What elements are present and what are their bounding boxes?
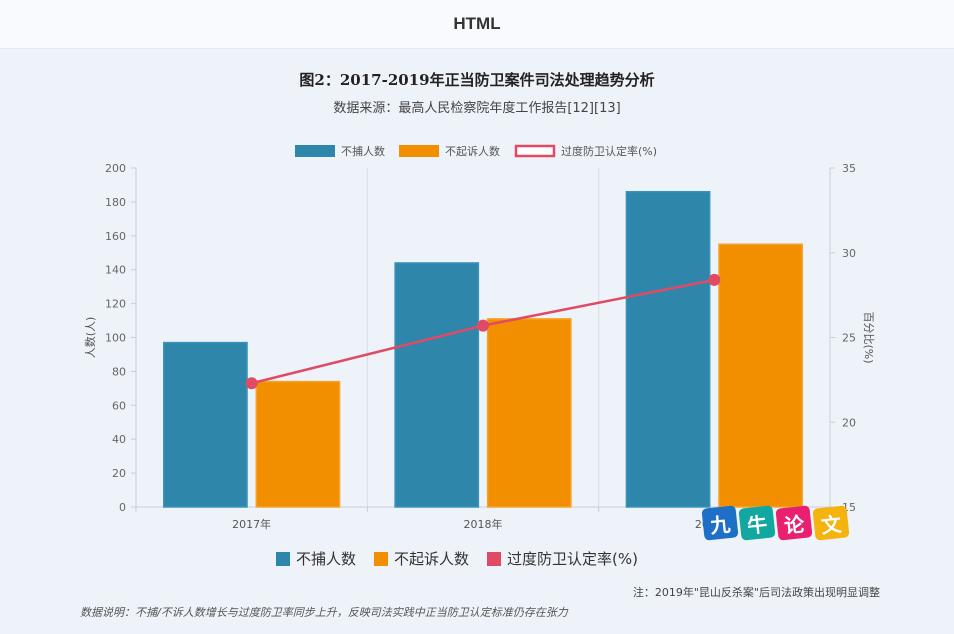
bottom-legend-label: 过度防卫认定率(%) [507,550,638,568]
bottom-legend-swatch [374,551,389,566]
x-tick-label: 2018年 [464,517,503,531]
y-right-tick-label: 30 [842,247,856,260]
y-tick-label: 100 [105,332,126,345]
legend-swatch [514,144,556,158]
y-right-axis-title: 百分比(%) [862,311,875,363]
bottom-legend-label: 不捕人数 [296,550,357,568]
bottom-legend-swatch [487,551,502,566]
watermark-char: 九 [701,505,739,541]
watermark-char: 牛 [738,505,776,541]
bar-refuse-arrest [625,190,711,508]
line-point [477,319,489,332]
bottom-legend-label: 不起诉人数 [394,550,470,568]
y-right-tick-label: 20 [842,416,856,429]
bottom-legend: 不捕人数 不起诉人数 过度防卫认定率(%) [276,548,638,569]
chart: 图2：2017-2019年正当防卫案件司法处理趋势分析数据来源：最高人民检察院年… [84,71,875,531]
line-point [708,273,721,286]
y-tick-label: 20 [112,467,126,480]
bottom-legend-item-excessive-rate[interactable]: 过度防卫认定率(%) [487,548,638,569]
y-tick-label: 120 [105,298,126,311]
watermark-logo: 九 牛 论 文 [701,505,850,541]
bottom-legend-item-non-prosecution[interactable]: 不起诉人数 [374,548,469,569]
y-right-tick-label: 35 [842,162,856,175]
y-tick-label: 80 [112,365,126,378]
y-tick-label: 200 [105,162,126,175]
bar-non-prosecution [718,243,803,508]
y-tick-label: 0 [119,501,126,514]
y-tick-label: 180 [105,196,126,209]
legend-swatch [399,145,439,157]
y-tick-label: 160 [105,230,126,243]
legend-label: 不起诉人数 [445,145,500,158]
bottom-legend-swatch [276,551,290,566]
y-tick-label: 40 [112,433,126,446]
chart-subtitle: 数据来源：最高人民检察院年度工作报告[12][13] [333,100,620,116]
y-tick-label: 140 [105,264,126,277]
bottom-legend-item-refuse-arrest[interactable]: 不捕人数 [276,548,356,569]
header-bar: HTML [0,0,954,49]
chart-title: 图2：2017-2019年正当防卫案件司法处理趋势分析 [299,71,654,89]
header-title: HTML [453,14,501,33]
y-right-tick-label: 25 [842,332,856,345]
legend-label: 过度防卫认定率(%) [561,144,657,158]
y-axis-title: 人数(人) [84,317,97,359]
x-tick-label: 2017年 [232,517,271,531]
watermark-char: 论 [775,505,813,541]
legend-label: 不捕人数 [341,144,385,158]
bar-refuse-arrest [394,262,480,508]
bar-refuse-arrest [163,341,248,508]
footer-note: 注：2019年"昆山反杀案"后司法政策出现明显调整 [632,586,880,599]
watermark-char: 文 [812,505,850,541]
y-tick-label: 60 [112,399,126,412]
bar-non-prosecution [255,380,341,508]
line-point [245,377,258,390]
footer-description: 数据说明：不捕/不诉人数增长与过度防卫率同步上升，反映司法实践中正当防卫认定标准… [80,606,568,619]
legend-swatch [295,145,335,157]
bar-non-prosecution [486,318,572,508]
